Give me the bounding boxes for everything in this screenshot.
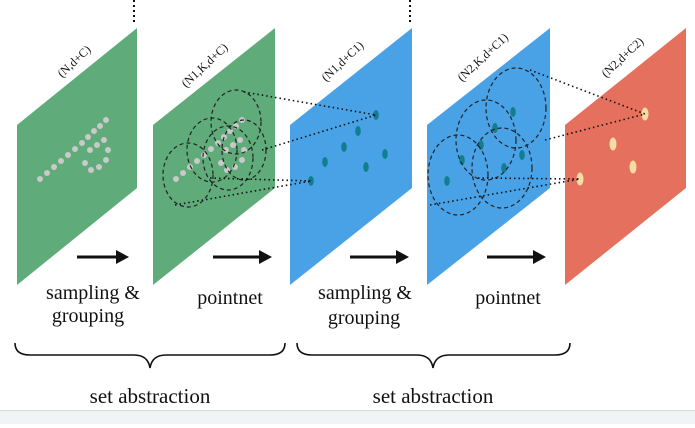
connectors-4-5 bbox=[429, 69, 646, 206]
panel-5-points bbox=[576, 107, 649, 186]
panel-4-grouping-circles bbox=[427, 67, 547, 216]
group-1-label: set abstraction bbox=[90, 384, 211, 408]
arrow-1 bbox=[77, 250, 129, 264]
bottom-strip bbox=[0, 410, 695, 424]
panel-5 bbox=[565, 28, 686, 285]
step-3-label-line1: sampling & bbox=[318, 282, 412, 304]
panel-4-points bbox=[444, 107, 525, 186]
panel-4 bbox=[427, 28, 550, 285]
arrow-4 bbox=[487, 250, 546, 264]
brace-1 bbox=[14, 342, 286, 369]
brace-2 bbox=[296, 342, 571, 369]
panel-1-points bbox=[37, 117, 111, 182]
step-1-label-line2: grouping bbox=[52, 305, 124, 327]
panel-1 bbox=[17, 28, 137, 285]
step-2-label: pointnet bbox=[197, 287, 263, 309]
step-4-label: pointnet bbox=[475, 287, 541, 309]
group-2-label: set abstraction bbox=[373, 384, 494, 408]
panel-2-grouping-circles bbox=[162, 89, 267, 208]
panel-3 bbox=[290, 28, 412, 285]
arrow-3 bbox=[350, 250, 409, 264]
step-1-label-line1: sampling & bbox=[46, 282, 140, 304]
panel-2 bbox=[153, 28, 275, 285]
step-3-label-line2: grouping bbox=[328, 307, 400, 329]
arrow-2 bbox=[213, 250, 272, 264]
connectors-2-3 bbox=[174, 91, 377, 206]
panel-3-points bbox=[308, 110, 388, 186]
